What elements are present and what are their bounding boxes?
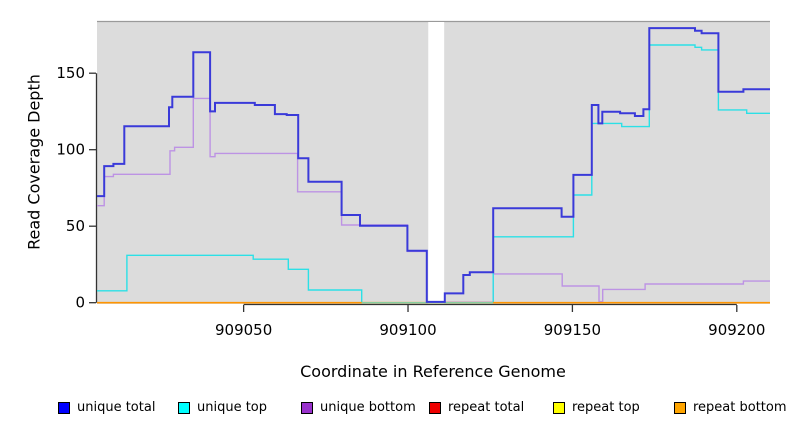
legend-item-repeat-total: repeat total <box>429 398 524 418</box>
legend-item-unique-total: unique total <box>58 398 155 418</box>
legend-label: repeat bottom <box>693 400 787 415</box>
legend-label: unique total <box>77 400 156 415</box>
unique-top-swatch-icon <box>178 402 190 414</box>
legend: unique total unique top unique bottom re… <box>0 398 792 422</box>
missing-data-gap <box>428 22 445 304</box>
y-tick-label: 0 <box>75 294 85 312</box>
series-unique-top-line <box>97 44 770 304</box>
unique-bottom-swatch-icon <box>301 402 313 414</box>
series-unique-total-line <box>97 27 770 303</box>
unique-total-swatch-icon <box>58 402 70 414</box>
x-tick-label: 909100 <box>379 321 436 339</box>
legend-label: unique bottom <box>320 400 416 415</box>
x-axis-title: Coordinate in Reference Genome <box>300 362 566 381</box>
legend-item-unique-bottom: unique bottom <box>301 398 416 418</box>
x-tick-label: 909200 <box>708 321 765 339</box>
repeat-bottom-swatch-icon <box>674 402 686 414</box>
legend-label: unique top <box>197 400 268 415</box>
repeat-total-swatch-icon <box>429 402 441 414</box>
y-tick-label: 150 <box>56 64 85 82</box>
legend-item-unique-top: unique top <box>178 398 267 418</box>
repeat-top-swatch-icon <box>553 402 565 414</box>
y-tick-label: 50 <box>66 217 85 235</box>
y-axis-title: Read Coverage Depth <box>24 74 44 250</box>
y-tick-label: 100 <box>56 141 85 159</box>
legend-label: repeat total <box>448 400 525 415</box>
legend-item-repeat-bottom: repeat bottom <box>674 398 787 418</box>
x-tick-label: 909150 <box>544 321 601 339</box>
legend-label: repeat top <box>572 400 640 415</box>
x-tick-label: 909050 <box>215 321 272 339</box>
legend-item-repeat-top: repeat top <box>553 398 640 418</box>
